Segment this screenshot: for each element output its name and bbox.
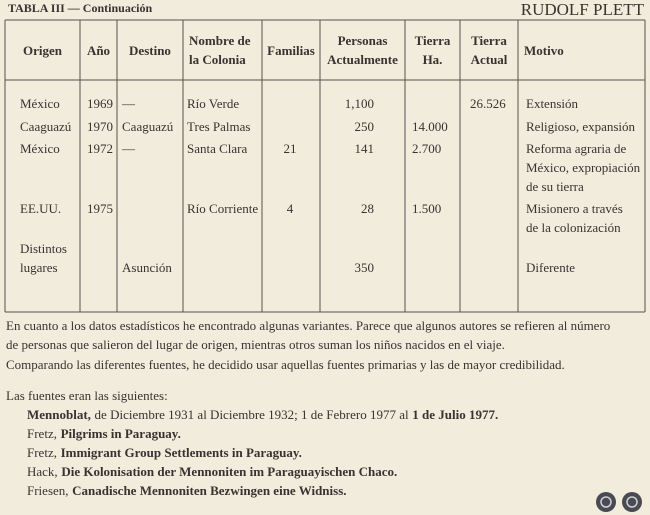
source-text: Hack, bbox=[27, 464, 58, 479]
table-cell: EE.UU. bbox=[20, 201, 62, 216]
table-cell: 1,100 bbox=[344, 96, 374, 111]
table-cell: de su tierra bbox=[526, 179, 584, 194]
source-entry: Friesen, Canadische Mennoniten Bezwingen … bbox=[27, 483, 347, 499]
column-header: Año bbox=[86, 42, 111, 58]
table-caption: TABLA III — Continuación bbox=[8, 1, 153, 15]
table-cell: Reforma agraria de bbox=[526, 141, 627, 156]
table-cell: lugares bbox=[20, 260, 58, 275]
paragraph-line: Las fuentes eran las siguientes: bbox=[6, 388, 168, 403]
column-header: Tierra bbox=[414, 33, 451, 48]
source-entry: Fretz, Immigrant Group Settlements in Par… bbox=[27, 445, 302, 461]
table-cell: Asunción bbox=[122, 260, 172, 275]
source-text: Immigrant Group Settlements in Paraguay. bbox=[60, 445, 302, 460]
column-header: Nombre de bbox=[189, 33, 251, 48]
column-header: Actualmente bbox=[327, 52, 398, 67]
source-entry: Mennoblat, de Diciembre 1931 al Diciembre… bbox=[27, 407, 498, 423]
column-header: Familias bbox=[267, 42, 315, 58]
source-text: Fretz, bbox=[27, 445, 57, 460]
table-cell: — bbox=[122, 96, 135, 111]
column-header: Ha. bbox=[422, 52, 443, 67]
table-cell: México, expropiación bbox=[526, 160, 641, 175]
paragraph-line: En cuanto a los datos estadísticos he en… bbox=[6, 318, 611, 333]
source-text: Mennoblat, bbox=[27, 407, 91, 422]
table-cell: Diferente bbox=[526, 260, 576, 275]
source-entry: Hack, Die Kolonisation der Mennoniten im … bbox=[27, 464, 397, 480]
column-header: la Colonia bbox=[189, 52, 246, 67]
column-header: Personas bbox=[337, 33, 388, 48]
table-cell: México bbox=[20, 96, 60, 111]
table-cell: 14.000 bbox=[412, 119, 448, 134]
table-cell: 2.700 bbox=[412, 141, 442, 156]
table-cell: Extensión bbox=[526, 96, 578, 111]
source-text: Fretz, bbox=[27, 426, 57, 441]
table-cell: Santa Clara bbox=[187, 141, 248, 156]
source-text: Die Kolonisation der Mennoniten im Parag… bbox=[61, 464, 398, 479]
table-cell: 28 bbox=[361, 201, 374, 216]
table-cell: 350 bbox=[354, 260, 375, 275]
paragraph-line: de personas que salieron del lugar de or… bbox=[6, 337, 505, 352]
table-cell: 250 bbox=[354, 119, 375, 134]
table-cell: Tres Palmas bbox=[187, 119, 251, 134]
table-cell: 1972 bbox=[87, 141, 113, 156]
table-cell: Río Verde bbox=[187, 96, 240, 111]
source-text: Pilgrims in Paraguay. bbox=[60, 426, 181, 441]
table-cell: 141 bbox=[354, 141, 375, 156]
table-cell: Misionero a través bbox=[526, 201, 623, 216]
column-header: Origen bbox=[23, 42, 62, 58]
paragraph-line: Comparando las diferentes fuentes, he de… bbox=[6, 357, 565, 372]
source-text: Canadische Mennoniten Bezwingen eine Wid… bbox=[72, 483, 347, 498]
column-header: Motivo bbox=[524, 42, 564, 58]
table-cell: México bbox=[20, 141, 60, 156]
table-cell: 1.500 bbox=[412, 201, 442, 216]
table-cell: 21 bbox=[283, 141, 297, 156]
column-header: Tierra bbox=[471, 33, 507, 48]
table-cell: de la colonización bbox=[526, 220, 621, 235]
table-cell: 1969 bbox=[87, 96, 113, 111]
source-text: 1 de Julio 1977. bbox=[412, 407, 499, 422]
author: RUDOLF PLETT bbox=[520, 0, 644, 19]
column-header: Destino bbox=[129, 42, 171, 58]
table-cell: 4 bbox=[286, 201, 294, 216]
table-cell: Distintos bbox=[20, 241, 67, 256]
source-text: de Diciembre 1931 al Diciembre 1932; 1 d… bbox=[94, 407, 409, 422]
table-cell: Caaguazú bbox=[122, 119, 174, 134]
table-cell: — bbox=[122, 141, 135, 156]
table-cell: 26.526 bbox=[470, 96, 506, 111]
table-cell: Religioso, expansión bbox=[526, 119, 636, 134]
column-header: Actual bbox=[470, 52, 508, 67]
table-cell: 1975 bbox=[87, 201, 113, 216]
table-cell: Río Corriente bbox=[187, 201, 259, 216]
table-cell: Caaguazú bbox=[20, 119, 72, 134]
source-entry: Fretz, Pilgrims in Paraguay. bbox=[27, 426, 181, 442]
source-text: Friesen, bbox=[27, 483, 69, 498]
table-cell: 1970 bbox=[87, 119, 113, 134]
